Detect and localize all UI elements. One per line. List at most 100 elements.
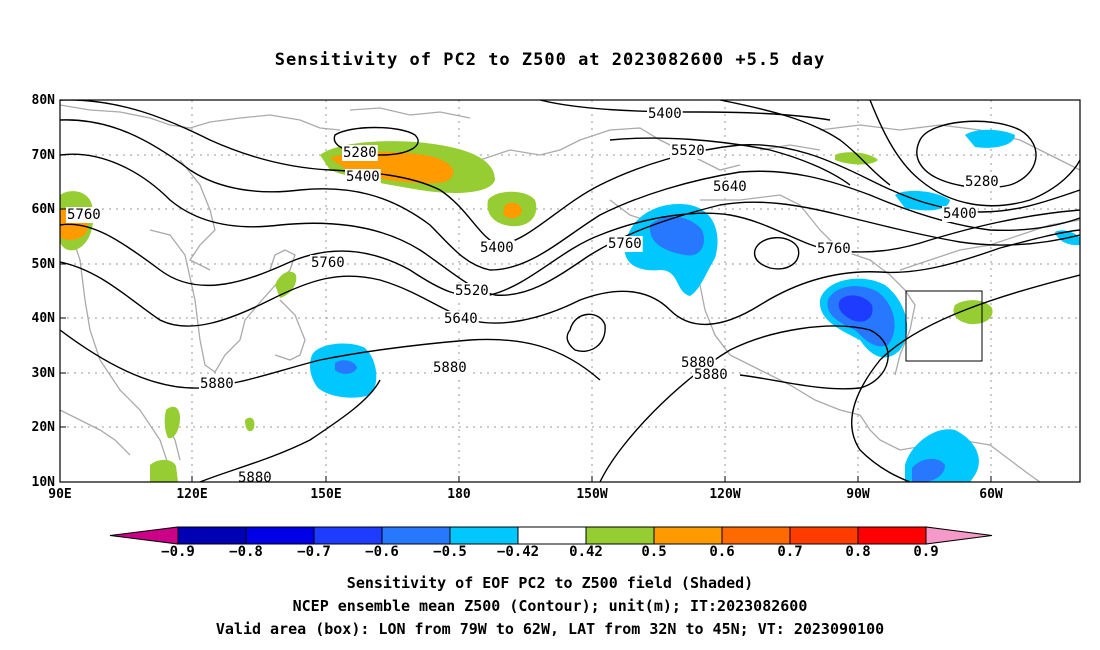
lon-label-60W: 60W (979, 487, 1003, 502)
lat-label-70N: 70N (32, 148, 56, 163)
contour-label-5520-b-bg (454, 283, 490, 299)
contour-5880-cutoff (566, 313, 606, 352)
positive-region-atlantic (953, 300, 993, 325)
contour-label-5280-b: 5280 (965, 174, 999, 190)
contour-5880-mid (599, 325, 889, 482)
lon-label-90W: 90W (846, 487, 870, 502)
colorbar-swatch-3 (381, 526, 451, 545)
colorbar-tick-label: −0.42 (496, 544, 540, 560)
lat-label-20N: 20N (32, 420, 56, 435)
contour-5760-b (60, 229, 1080, 327)
contour-5880-east (851, 274, 1080, 482)
axis-ticks (60, 99, 992, 483)
contour-label-5400-a-bg (647, 106, 683, 122)
lat-label-50N: 50N (32, 257, 56, 272)
positive-spot-tropic-a (164, 406, 180, 439)
colorbar-tick-label: 0.42 (569, 544, 603, 560)
colorbar-swatch-2 (313, 526, 383, 545)
colorbar-swatch-7 (653, 526, 723, 545)
colorbar-max-arrow (925, 526, 993, 545)
lat-label-10N: 10N (32, 475, 56, 490)
contour-5640 (60, 153, 1080, 296)
contour-5880-south (199, 379, 381, 482)
contour-label-5760-d: 5760 (311, 255, 345, 271)
contour-5520 (60, 119, 1080, 271)
colorbar-tick-label: −0.5 (433, 544, 467, 560)
contour-label-5760-c: 5760 (817, 241, 851, 257)
contour-label-5400-c-bg (942, 206, 978, 222)
lat-label-80N: 80N (32, 93, 56, 108)
lon-label-180: 180 (447, 487, 471, 502)
valid-area-box (905, 290, 983, 362)
contour-5400-greenland (869, 100, 1080, 207)
lat-label-40N: 40N (32, 311, 56, 326)
negative-core-caribbean (912, 458, 945, 482)
contour-label-5880-a: 5880 (433, 360, 467, 376)
contour-label-5760-a: 5760 (608, 236, 642, 252)
negative-core-us-east (838, 295, 873, 322)
contour-5280-greenland (916, 120, 1037, 189)
colorbar-swatch-4 (449, 526, 519, 545)
contour-label-5880-c-bg (693, 367, 729, 383)
lon-label-90E: 90E (48, 487, 71, 502)
contour-label-5880-d-bg (199, 376, 235, 392)
colorbar-tick-label: −0.8 (229, 544, 263, 560)
contour-label-5520-b: 5520 (455, 283, 489, 299)
z500-contours (60, 100, 1080, 482)
contour-label-5400-b: 5400 (346, 169, 380, 185)
contour-label-5640-a: 5640 (713, 179, 747, 195)
sensitivity-shading (60, 129, 1080, 482)
contour-label-5640-a-bg (712, 179, 748, 195)
colorbar (109, 526, 993, 545)
colorbar-swatch-10 (857, 526, 927, 545)
contour-label-5520-a-bg (670, 143, 706, 159)
contour-label-5520-a: 5520 (671, 143, 705, 159)
colorbar-tick-label: 0.5 (641, 544, 667, 560)
colorbar-swatch-6 (585, 526, 655, 545)
contour-label-5760-b-bg (66, 207, 102, 223)
contour-label-5400-a: 5400 (648, 106, 682, 122)
contour-label-5640-b: 5640 (444, 311, 478, 327)
contour-label-5880-a-bg (432, 360, 468, 376)
colorbar-tick-label: −0.7 (297, 544, 331, 560)
contour-label-5760-d-bg (310, 255, 346, 271)
contour-label-5760-b: 5760 (67, 207, 101, 223)
positive-spot-tropic-c (245, 417, 255, 432)
positive-core-aleutian (503, 202, 522, 219)
contour-5400-top (539, 100, 831, 121)
positive-spot-arctic (835, 152, 878, 165)
lon-label-120W: 120W (709, 487, 740, 502)
map-frame (59, 99, 1081, 483)
contour-label-5880-d: 5880 (200, 376, 234, 392)
chart-title: Sensitivity of PC2 to Z500 at 2023082600… (274, 50, 826, 70)
contour-label-5280-a: 5280 (343, 145, 377, 161)
caption-contour: NCEP ensemble mean Z500 (Contour); unit(… (292, 597, 808, 615)
colorbar-tick-label: 0.9 (913, 544, 939, 560)
colorbar-tick-label: 0.7 (777, 544, 803, 560)
colorbar-min-arrow (109, 526, 179, 545)
caption-valid-area: Valid area (box): LON from 79W to 62W, L… (215, 620, 885, 638)
longitude-labels: 90E 120E 150E 180 150W 120W 90W 60W (48, 487, 1003, 502)
positive-region-japan (275, 271, 297, 298)
contour-5400 (60, 100, 1080, 246)
latitude-labels: 80N 70N 60N 50N 40N 30N 20N 10N (32, 93, 56, 490)
colorbar-tick-label: −0.6 (365, 544, 399, 560)
negative-region-greenland (965, 129, 1015, 148)
contour-5760 (60, 209, 1080, 297)
colorbar-tick-label: 0.6 (709, 544, 735, 560)
contour-5760-cutoff (753, 237, 800, 270)
contour-label-5640-b-bg (443, 311, 479, 327)
colorbar-swatch-1 (245, 526, 315, 545)
colorbar-swatch-0 (177, 526, 247, 545)
lon-label-120E: 120E (176, 487, 207, 502)
negative-core-pacific (335, 360, 357, 374)
negative-core-ne-pacific (649, 216, 705, 256)
coastlines (60, 104, 1080, 482)
contour-5520-north (719, 100, 891, 186)
contour-label-5400-c: 5400 (943, 206, 977, 222)
positive-spot-tropic-b (150, 459, 178, 482)
colorbar-tick-label: −0.9 (161, 544, 195, 560)
contour-label-5760-c-bg (816, 241, 852, 257)
colorbar-swatch-9 (789, 526, 859, 545)
